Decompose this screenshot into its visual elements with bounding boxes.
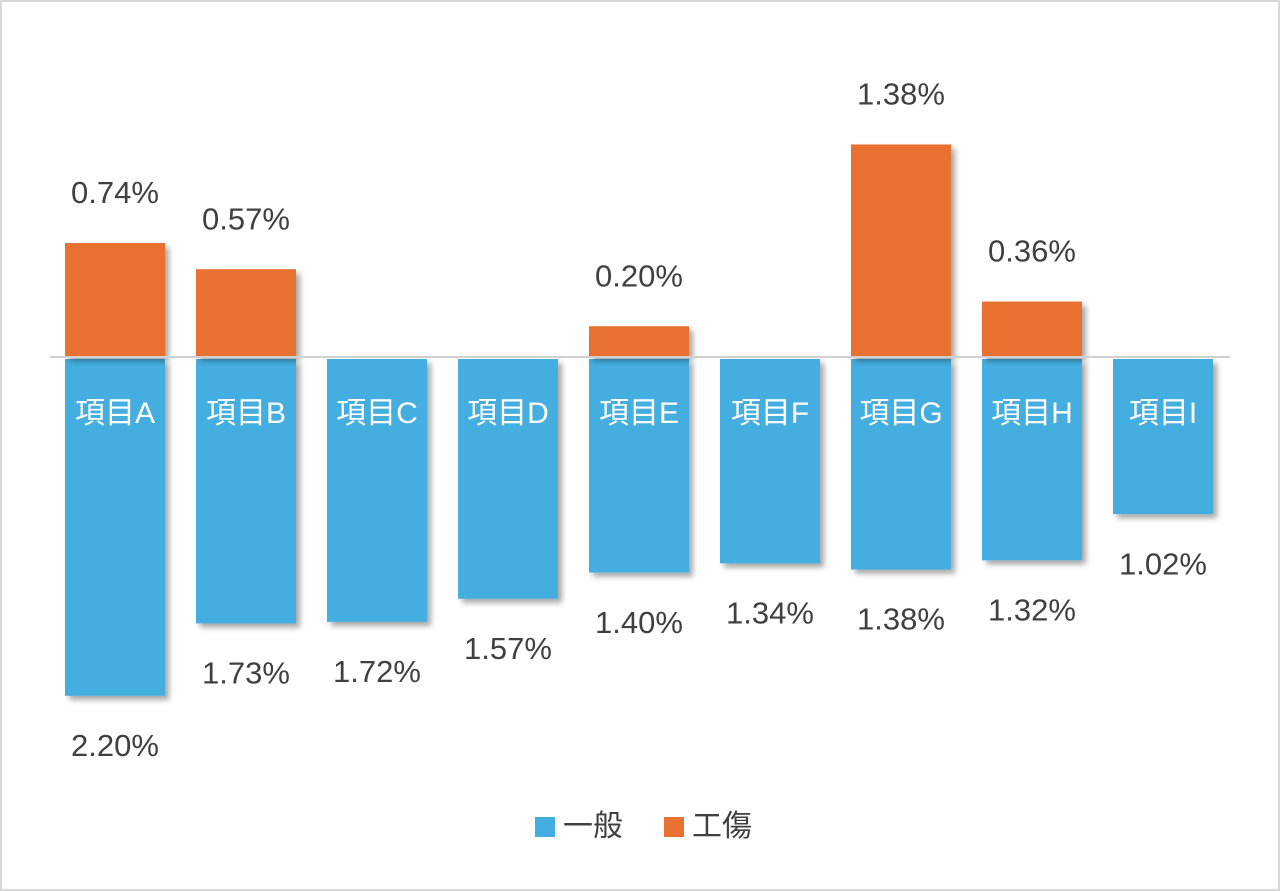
bar [196,359,296,624]
data-label: 1.73% [202,656,290,691]
data-label: 2.20% [71,728,159,763]
bar [196,269,296,357]
data-label: 0.36% [988,234,1076,269]
data-label: 1.34% [726,596,814,631]
bar [65,359,165,696]
data-label: 0.20% [595,258,683,293]
bar [458,359,558,599]
bar [851,144,951,357]
x-tick-label: 項目F [731,397,809,430]
x-tick-label: 項目A [75,397,155,430]
x-tick-label: 項目E [599,397,679,430]
data-label: 1.32% [988,592,1076,627]
legend-label: 工傷 [692,810,752,843]
data-label: 0.57% [202,201,290,236]
legend-label: 一般 [563,810,623,843]
bar [1113,359,1213,515]
data-label: 0.74% [71,175,159,210]
bar [589,326,689,357]
bar [65,243,165,357]
x-tick-label: 項目D [467,397,549,430]
bar [851,359,951,570]
x-tick-label: 項目B [206,397,286,430]
bar [589,359,689,573]
bar [982,359,1082,561]
data-label: 1.40% [595,605,683,640]
x-tick-label: 項目I [1129,397,1197,430]
x-tick-label: 項目G [859,397,942,430]
data-label: 1.38% [857,602,945,637]
x-tick-label: 項目C [336,397,418,430]
data-label: 1.38% [857,77,945,112]
data-label: 1.57% [464,631,552,666]
bar [982,301,1082,357]
legend-swatch [664,817,684,837]
legend-swatch [535,817,555,837]
bar [720,359,820,564]
bar [327,359,427,622]
x-tick-label: 項目H [991,397,1073,430]
data-label: 1.02% [1119,546,1207,581]
data-label: 1.72% [333,654,421,689]
